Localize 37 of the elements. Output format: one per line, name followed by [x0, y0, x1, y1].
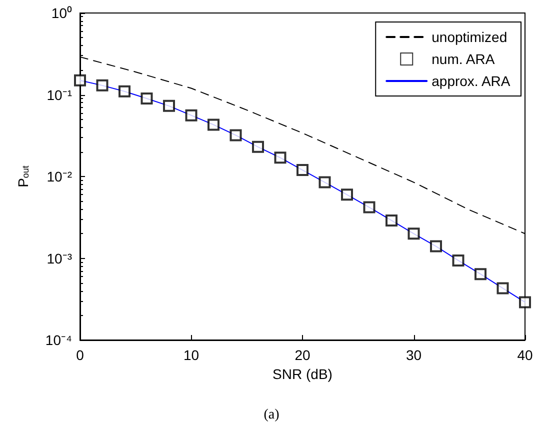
point [230, 129, 242, 142]
legend-label: num. ARA [432, 51, 496, 67]
point [519, 296, 531, 308]
point [496, 282, 509, 294]
y-tick-label: 10⁰ [51, 5, 72, 21]
point [408, 228, 420, 240]
x-tick-label: 0 [76, 347, 84, 363]
point [274, 152, 286, 164]
point [163, 100, 175, 112]
y-tick-label: 10⁻² [46, 168, 72, 184]
legend-label: approx. ARA [432, 73, 511, 89]
x-axis-title: SNR (dB) [272, 366, 332, 382]
point [74, 74, 86, 86]
point [140, 92, 153, 104]
point [430, 240, 442, 252]
point [386, 214, 398, 226]
x-tick-label: 10 [183, 347, 200, 363]
x-tick-label: 30 [406, 347, 422, 363]
y-axis-title: Pout [15, 165, 31, 188]
point [341, 188, 353, 201]
point [96, 79, 108, 92]
point [208, 118, 220, 131]
x-tick-label: 20 [294, 347, 310, 363]
text: (a) [264, 408, 280, 422]
y-tick-label: 10⁻¹ [46, 86, 72, 103]
point [363, 201, 376, 214]
point [185, 109, 198, 122]
legend-label: unoptimized [432, 29, 508, 45]
x-tick-label: 40 [517, 347, 533, 363]
point [296, 164, 308, 176]
y-tick-label: 10⁻³ [46, 250, 72, 266]
y-tick-label: 10⁻⁴ [45, 332, 72, 348]
point [474, 268, 486, 280]
point [318, 176, 331, 188]
point [252, 140, 264, 153]
point [118, 85, 130, 98]
point [452, 254, 464, 266]
